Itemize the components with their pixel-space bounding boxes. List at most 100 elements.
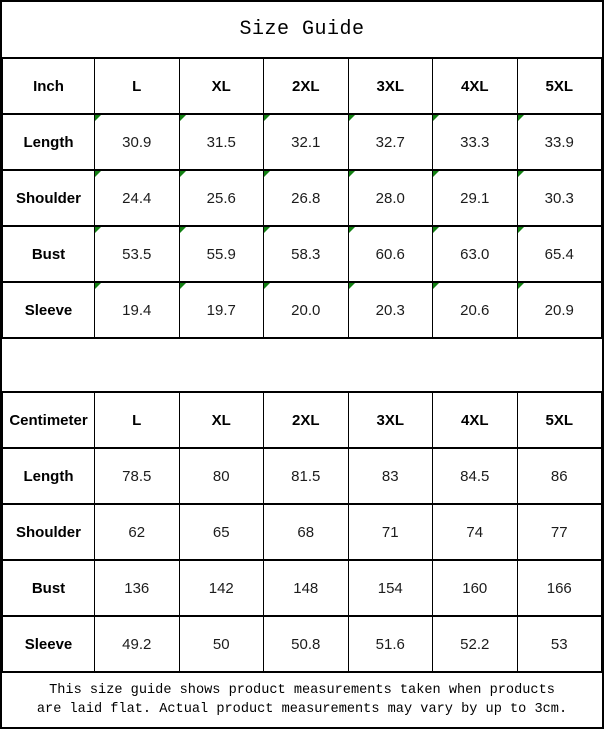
value-cell: 62	[94, 503, 180, 561]
spacer-row	[2, 339, 602, 391]
green-flag-icon	[433, 227, 439, 233]
value-cell: 84.5	[432, 447, 518, 505]
cell-value: 31.5	[206, 133, 236, 151]
green-flag-icon	[264, 283, 270, 289]
size-header-cell: XL	[178, 391, 264, 449]
centimeter-table: Centimeter L XL 2XL 3XL 4XL 5XL Length 7…	[2, 391, 602, 673]
cell-value: 20.9	[544, 301, 574, 319]
cell-value: 65.4	[544, 245, 574, 263]
table-row: Shoulder 24.4 25.6 26.8 28.0 29.1 30.3	[2, 169, 602, 227]
value-cell: 55.9	[178, 225, 264, 283]
cell-value: 32.1	[291, 133, 321, 151]
size-header-cell: 2XL	[263, 391, 349, 449]
row-label-cell: Sleeve	[2, 615, 95, 673]
value-cell: 19.4	[94, 281, 180, 339]
cell-value: 58.3	[291, 245, 321, 263]
green-flag-icon	[264, 115, 270, 121]
value-cell: 30.9	[94, 113, 180, 171]
table-row: Sleeve 19.4 19.7 20.0 20.3 20.6 20.9	[2, 281, 602, 339]
value-cell: 20.6	[432, 281, 518, 339]
value-cell: 86	[516, 447, 602, 505]
table-row: Shoulder 62 65 68 71 74 77	[2, 503, 602, 561]
value-cell: 33.3	[432, 113, 518, 171]
row-label-cell: Bust	[2, 225, 95, 283]
cell-value: 55.9	[206, 245, 236, 263]
size-header-cell: 4XL	[432, 57, 518, 115]
table-row: Bust 53.5 55.9 58.3 60.6 63.0 65.4	[2, 225, 602, 283]
cell-value: 30.3	[544, 189, 574, 207]
value-cell: 148	[263, 559, 349, 617]
value-cell: 19.7	[178, 281, 264, 339]
value-cell: 28.0	[347, 169, 433, 227]
cell-value: 25.6	[206, 189, 236, 207]
cell-value: 19.7	[206, 301, 236, 319]
value-cell: 51.6	[347, 615, 433, 673]
row-label-cell: Shoulder	[2, 503, 95, 561]
green-flag-icon	[348, 171, 355, 177]
value-cell: 63.0	[432, 225, 518, 283]
inch-unit-header-cell: Inch	[2, 57, 95, 115]
green-flag-icon	[95, 171, 101, 177]
size-header-cell: XL	[178, 57, 264, 115]
green-flag-icon	[95, 283, 101, 289]
value-cell: 142	[178, 559, 264, 617]
value-cell: 136	[94, 559, 180, 617]
value-cell: 52.2	[432, 615, 518, 673]
value-cell: 74	[432, 503, 518, 561]
green-flag-icon	[348, 227, 355, 233]
value-cell: 50	[178, 615, 264, 673]
green-flag-icon	[179, 115, 186, 121]
cell-value: 24.4	[122, 189, 152, 207]
page-title: Size Guide	[239, 18, 365, 41]
size-header-cell: 2XL	[263, 57, 349, 115]
value-cell: 160	[432, 559, 518, 617]
footer-note-line1: This size guide shows product measuremen…	[49, 683, 555, 698]
row-label-cell: Length	[2, 113, 95, 171]
row-label-cell: Sleeve	[2, 281, 95, 339]
size-header-cell: L	[94, 57, 180, 115]
size-header-cell: 3XL	[347, 57, 433, 115]
cell-value: 30.9	[122, 133, 152, 151]
value-cell: 24.4	[94, 169, 180, 227]
row-label-cell: Shoulder	[2, 169, 95, 227]
green-flag-icon	[433, 171, 439, 177]
value-cell: 31.5	[178, 113, 264, 171]
size-header-cell: 5XL	[516, 391, 602, 449]
table-row: Length 30.9 31.5 32.1 32.7 33.3 33.9	[2, 113, 602, 171]
row-label-cell: Bust	[2, 559, 95, 617]
size-header-cell: 3XL	[347, 391, 433, 449]
value-cell: 53.5	[94, 225, 180, 283]
value-cell: 53	[516, 615, 602, 673]
value-cell: 49.2	[94, 615, 180, 673]
green-flag-icon	[179, 283, 186, 289]
value-cell: 78.5	[94, 447, 180, 505]
value-cell: 83	[347, 447, 433, 505]
value-cell: 77	[516, 503, 602, 561]
cell-value: 33.9	[544, 133, 574, 151]
green-flag-icon	[517, 283, 524, 289]
cell-value: 32.7	[375, 133, 405, 151]
green-flag-icon	[95, 115, 101, 121]
value-cell: 32.7	[347, 113, 433, 171]
value-cell: 25.6	[178, 169, 264, 227]
value-cell: 20.0	[263, 281, 349, 339]
value-cell: 30.3	[516, 169, 602, 227]
green-flag-icon	[348, 115, 355, 121]
value-cell: 81.5	[263, 447, 349, 505]
size-header-cell: 5XL	[516, 57, 602, 115]
cell-value: 29.1	[460, 189, 490, 207]
value-cell: 32.1	[263, 113, 349, 171]
inch-header-row: Inch L XL 2XL 3XL 4XL 5XL	[2, 57, 602, 115]
value-cell: 20.3	[347, 281, 433, 339]
cell-value: 28.0	[375, 189, 405, 207]
cell-value: 63.0	[460, 245, 490, 263]
cell-value: 20.6	[460, 301, 490, 319]
green-flag-icon	[348, 283, 355, 289]
centimeter-header-row: Centimeter L XL 2XL 3XL 4XL 5XL	[2, 391, 602, 449]
inch-table: Inch L XL 2XL 3XL 4XL 5XL Length 30.9 31…	[2, 57, 602, 339]
table-row: Sleeve 49.2 50 50.8 51.6 52.2 53	[2, 615, 602, 673]
table-row: Length 78.5 80 81.5 83 84.5 86	[2, 447, 602, 505]
cell-value: 19.4	[122, 301, 152, 319]
value-cell: 166	[516, 559, 602, 617]
